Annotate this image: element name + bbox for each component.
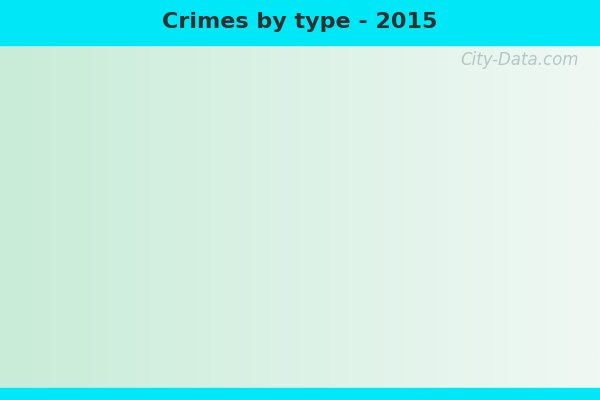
Text: Thefts (64.7%): Thefts (64.7%): [350, 248, 565, 263]
Text: Crimes by type - 2015: Crimes by type - 2015: [163, 12, 437, 32]
Wedge shape: [149, 204, 273, 279]
Text: City-Data.com: City-Data.com: [461, 51, 579, 69]
Wedge shape: [148, 81, 273, 215]
Bar: [0, 0, 600, 45]
Bar: [0, 388, 600, 400]
Wedge shape: [250, 79, 273, 204]
Text: Burglaries (23.5%): Burglaries (23.5%): [0, 141, 183, 160]
Text: Auto thefts (8.8%): Auto thefts (8.8%): [200, 50, 322, 102]
Text: Assaults (2.9%): Assaults (2.9%): [0, 289, 223, 313]
Wedge shape: [173, 79, 398, 329]
